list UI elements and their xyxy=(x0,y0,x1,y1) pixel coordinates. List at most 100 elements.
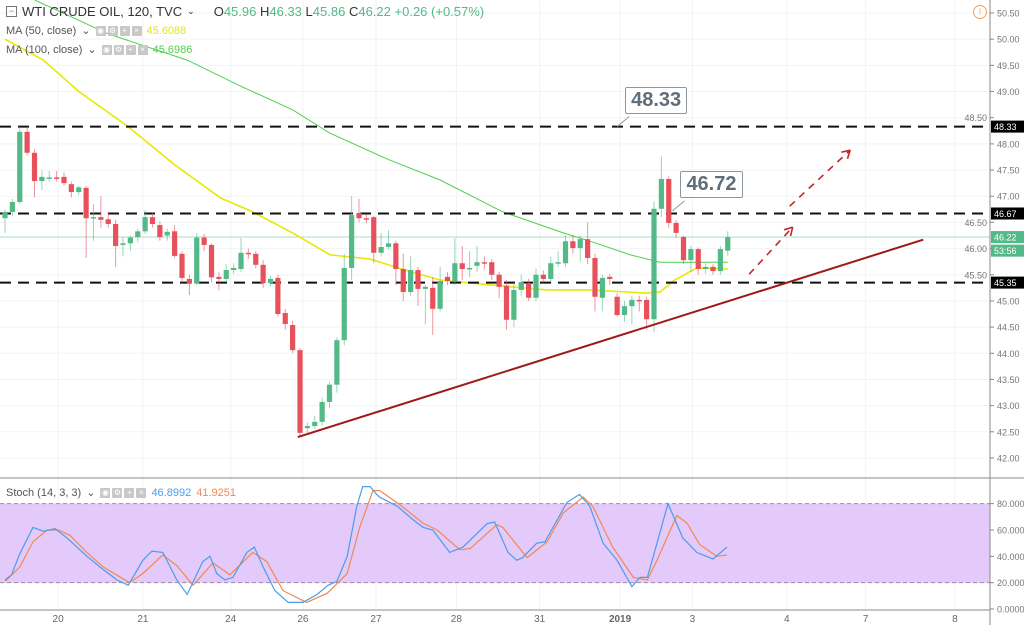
candle xyxy=(149,212,156,228)
candle-body xyxy=(135,231,141,238)
candle-body xyxy=(304,426,310,429)
candle xyxy=(570,235,576,254)
candle xyxy=(113,219,119,267)
stoch-pane[interactable] xyxy=(0,486,990,604)
candle xyxy=(533,268,539,301)
candle-body xyxy=(267,278,274,284)
plus-icon[interactable]: + xyxy=(119,25,130,36)
candle xyxy=(341,253,347,346)
candle-body xyxy=(363,218,369,220)
candle-body xyxy=(2,211,8,219)
candle xyxy=(39,170,45,190)
ma50-value: 45.6088 xyxy=(146,24,187,37)
candle xyxy=(710,264,716,275)
price-tick-label: 48.50 xyxy=(964,113,987,123)
ma100-legend: MA (100, close) ⌄ ◉ ⚙ + × 45.6986 xyxy=(6,43,192,57)
candle-body xyxy=(76,187,82,193)
price-tick-label: 46.00 xyxy=(964,244,987,254)
stoch-k-value: 46.8992 xyxy=(151,486,192,499)
candle xyxy=(120,237,126,257)
candle-body xyxy=(621,306,628,316)
price-pane[interactable] xyxy=(0,0,990,438)
candle xyxy=(629,295,635,325)
candle xyxy=(430,277,436,335)
settings-icon[interactable]: ⚙ xyxy=(112,487,123,498)
candle xyxy=(481,256,487,270)
stoch-label[interactable]: Stoch (14, 3, 3) xyxy=(6,486,82,499)
plus-icon[interactable]: + xyxy=(124,487,135,498)
settings-icon[interactable]: ⚙ xyxy=(107,25,118,36)
candle-body xyxy=(349,215,355,268)
candle xyxy=(61,172,67,186)
candle-body xyxy=(533,274,539,298)
price-tag-bg xyxy=(991,244,1024,257)
ma50-label[interactable]: MA (50, close) xyxy=(6,24,77,37)
chevron-down-icon[interactable]: ⌄ xyxy=(187,6,195,16)
candle-body xyxy=(511,289,517,320)
candle xyxy=(164,228,170,241)
candle xyxy=(31,149,38,198)
candle xyxy=(666,176,672,228)
candle-body xyxy=(142,217,148,232)
candle xyxy=(9,198,15,217)
candle-body xyxy=(644,299,650,320)
chevron-down-icon[interactable]: ⌄ xyxy=(87,44,97,56)
chevron-down-icon[interactable]: ⌄ xyxy=(81,25,91,37)
price-tag-bg xyxy=(991,120,1024,133)
candle-body xyxy=(105,219,111,224)
price-tick-label: 50.00 xyxy=(997,35,1020,45)
close-icon[interactable]: × xyxy=(131,25,142,36)
candle-body xyxy=(341,267,347,341)
stoch-tick-label: 20.0000 xyxy=(997,578,1024,588)
warning-icon[interactable]: ! xyxy=(973,5,987,19)
candle xyxy=(695,247,701,275)
candle-body xyxy=(46,177,52,179)
chevron-down-icon[interactable]: ⌄ xyxy=(86,487,96,499)
eye-icon[interactable]: ◉ xyxy=(100,487,111,498)
candle-body xyxy=(585,239,591,258)
candle xyxy=(208,243,215,283)
candle-body xyxy=(201,237,207,245)
candle xyxy=(267,275,274,287)
callout-pointer xyxy=(672,200,685,212)
price-callout[interactable]: 46.72 xyxy=(680,170,743,198)
candle-body xyxy=(481,262,487,264)
symbol-title[interactable]: WTI CRUDE OIL, 120, TVC xyxy=(22,4,183,19)
close-icon[interactable]: × xyxy=(136,487,147,498)
eye-icon[interactable]: ◉ xyxy=(95,25,106,36)
ma50-line xyxy=(4,38,728,294)
candle xyxy=(378,232,384,257)
candle xyxy=(636,295,642,312)
price-tick-label: 45.00 xyxy=(997,296,1020,306)
price-callout[interactable]: 48.33 xyxy=(625,86,688,114)
settings-icon[interactable]: ⚙ xyxy=(113,44,124,55)
candle-body xyxy=(356,212,362,219)
arrow-head-icon xyxy=(783,226,793,231)
candle xyxy=(459,245,465,280)
candle xyxy=(319,397,325,426)
price-tag-label: 46.22 xyxy=(994,233,1017,243)
stoch-d-value: 41.9251 xyxy=(196,486,236,499)
candle xyxy=(526,278,532,301)
candle-body xyxy=(422,286,428,289)
candle xyxy=(393,240,399,286)
plus-icon[interactable]: + xyxy=(125,44,136,55)
candle-body xyxy=(260,264,266,284)
close-icon[interactable]: × xyxy=(137,44,148,55)
candle-body xyxy=(223,270,229,279)
candle xyxy=(135,228,141,243)
candle xyxy=(46,171,52,182)
candle xyxy=(400,253,406,301)
eye-icon[interactable]: ◉ xyxy=(101,44,112,55)
collapse-icon[interactable]: − xyxy=(6,6,17,17)
candle xyxy=(201,233,207,252)
ma100-label[interactable]: MA (100, close) xyxy=(6,43,83,56)
candle xyxy=(83,185,89,258)
open-value: 45.96 xyxy=(223,4,257,19)
candle xyxy=(555,251,561,267)
candle-body xyxy=(437,281,443,309)
candle-body xyxy=(326,384,333,402)
candle xyxy=(599,274,605,312)
candle-body xyxy=(179,253,185,278)
